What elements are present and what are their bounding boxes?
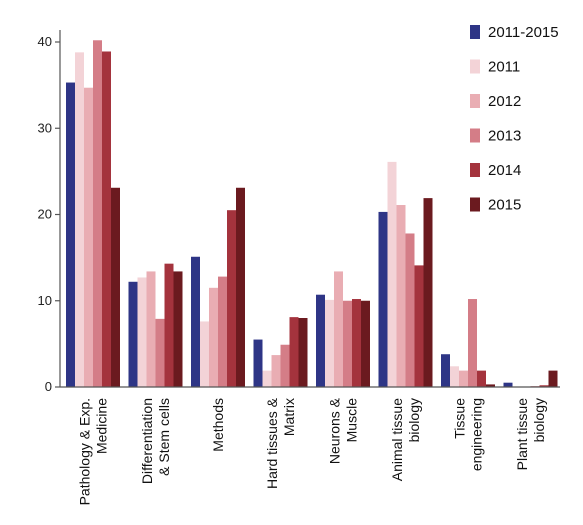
legend: 2011-2015 2011 2012 2013 2014 2015 xyxy=(470,24,559,214)
category-label: engineering xyxy=(469,398,485,471)
category-label: Medicine xyxy=(94,398,110,454)
category-label: Plant tissue xyxy=(514,398,530,471)
bar xyxy=(111,187,120,387)
legend-swatch xyxy=(470,197,480,212)
bar xyxy=(173,271,183,387)
bar xyxy=(477,370,486,387)
legend-label: 2011 xyxy=(488,59,520,76)
category-label: Animal tissue xyxy=(389,398,405,481)
category-label: Tissue xyxy=(452,398,468,439)
bar xyxy=(209,287,218,387)
legend-swatch xyxy=(470,94,480,108)
category-label: Differentiation xyxy=(139,398,155,484)
bar xyxy=(387,161,397,387)
bar xyxy=(441,354,450,387)
bar xyxy=(405,233,415,387)
category-label: Neurons & xyxy=(327,397,343,464)
bar xyxy=(298,318,308,387)
bar xyxy=(218,276,227,387)
bar xyxy=(262,370,272,387)
category-label: Matrix xyxy=(281,398,297,436)
bar xyxy=(503,382,513,387)
bar xyxy=(352,299,361,387)
category-label: Muscle xyxy=(344,398,360,443)
bar xyxy=(191,256,200,387)
category-label: biology xyxy=(406,398,422,442)
bar xyxy=(468,299,477,387)
bar xyxy=(361,300,370,387)
bar xyxy=(343,300,352,387)
y-tick-label: 30 xyxy=(38,120,52,135)
y-tick-label: 10 xyxy=(38,293,52,308)
bar xyxy=(378,211,388,387)
category-label: biology xyxy=(531,398,547,442)
bar xyxy=(450,366,459,387)
y-tick-label: 40 xyxy=(38,34,52,49)
bar xyxy=(271,355,281,387)
bar xyxy=(146,271,156,387)
bar xyxy=(93,40,102,388)
bar xyxy=(227,210,236,387)
bar xyxy=(75,52,84,387)
bar xyxy=(200,321,209,387)
bar xyxy=(334,271,343,387)
legend-swatch xyxy=(470,163,480,177)
bar xyxy=(102,51,111,388)
bar xyxy=(164,263,174,387)
category-label: Methods xyxy=(210,398,226,452)
bar xyxy=(128,281,138,387)
legend-swatch xyxy=(470,59,480,74)
bar xyxy=(155,318,165,387)
bar xyxy=(66,82,75,387)
legend-label: 2013 xyxy=(488,128,521,145)
legend-label: 2014 xyxy=(488,162,521,179)
category-labels: Pathology & Exp. Medicine Differentiation &… xyxy=(77,397,548,505)
y-tick-label: 0 xyxy=(45,379,52,394)
legend-swatch xyxy=(470,128,480,143)
category-label: Hard tissues & xyxy=(264,397,280,489)
bar xyxy=(548,370,558,387)
bar xyxy=(423,198,433,387)
bar xyxy=(316,294,325,387)
bars xyxy=(66,40,558,388)
bar xyxy=(459,370,468,387)
y-tick-label: 20 xyxy=(38,207,52,222)
category-label: Pathology & Exp. xyxy=(77,398,93,505)
bar xyxy=(289,317,299,387)
bar xyxy=(84,87,93,388)
legend-swatch xyxy=(470,25,480,39)
bar xyxy=(486,384,495,387)
bar xyxy=(137,277,147,387)
bar xyxy=(325,299,334,387)
legend-label: 2011-2015 xyxy=(488,24,559,41)
category-label: & Stem cells xyxy=(156,398,172,476)
bar xyxy=(539,385,549,387)
bar xyxy=(280,344,290,387)
legend-label: 2012 xyxy=(488,93,521,110)
bar xyxy=(414,265,424,387)
bar xyxy=(396,205,406,387)
bar xyxy=(253,339,263,387)
bar xyxy=(236,187,245,387)
legend-label: 2015 xyxy=(488,197,521,214)
y-axis: 0 10 20 30 40 xyxy=(38,30,61,394)
